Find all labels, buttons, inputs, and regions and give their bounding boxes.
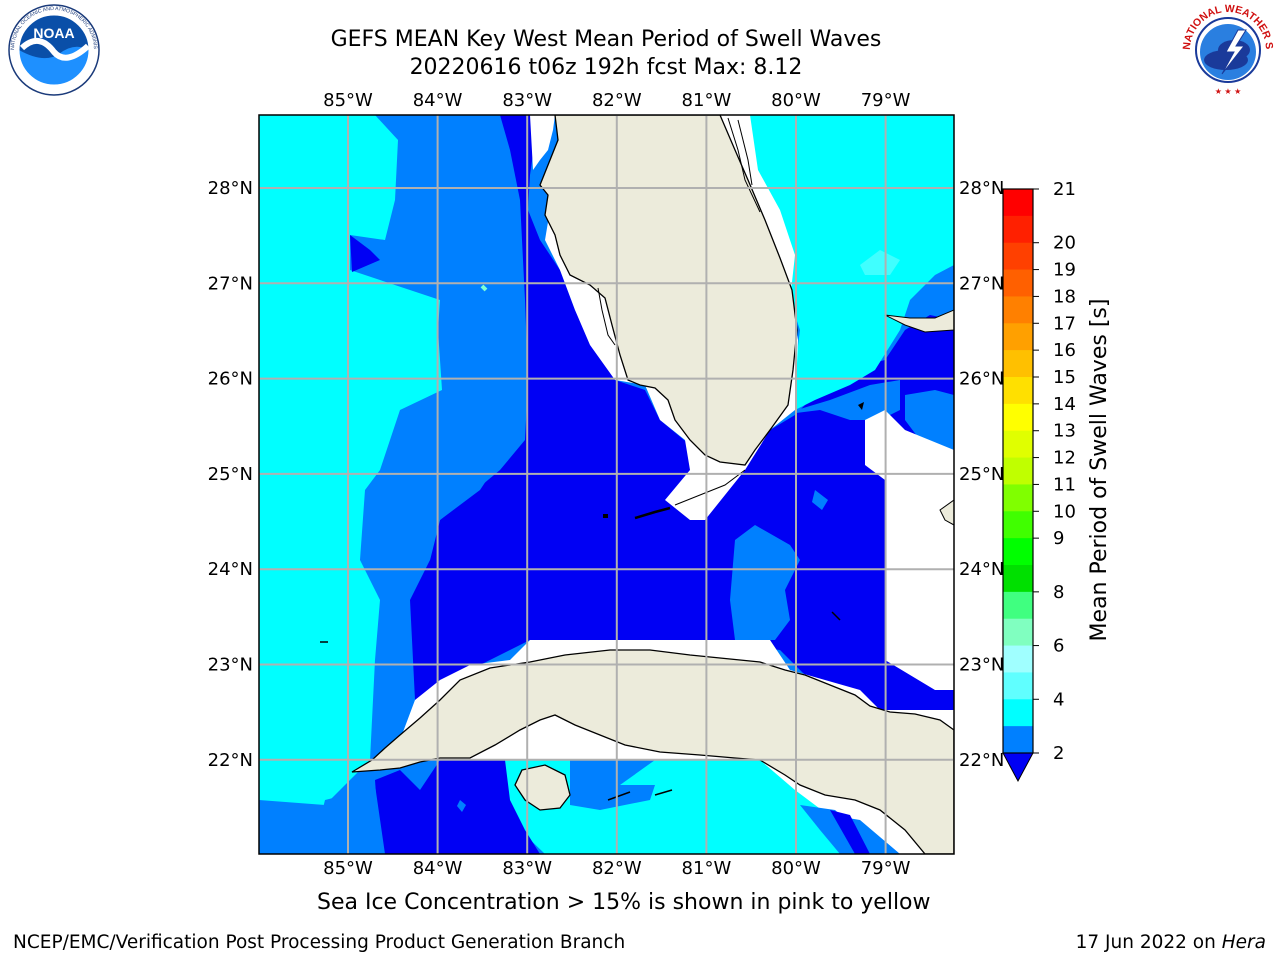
colorbar-segment [1003, 403, 1033, 432]
map-frame [258, 114, 955, 855]
land-cuba [351, 649, 954, 854]
lat-tick-label: 23°N [208, 655, 253, 676]
svg-text:★ ★ ★: ★ ★ ★ [1215, 87, 1242, 96]
colorbar-tick-label: 21 [1053, 179, 1076, 200]
colorbar-segment [1003, 457, 1033, 485]
lat-tick-label: 25°N [208, 464, 253, 485]
colorbar-tick-label: 20 [1053, 233, 1076, 254]
lat-tick-label: 24°N [208, 559, 253, 580]
colorbar-tick-label: 17 [1053, 313, 1076, 334]
colorbar: 21 20 19 18 17 16 15 14 13 12 11 10 9 8 6 4 2 [1002, 179, 1076, 783]
colorbar-segment [1003, 430, 1033, 459]
colorbar-tick-label: 2 [1053, 743, 1064, 764]
lon-tick-label: 84°W [413, 858, 463, 879]
colorbar-tick-label: 19 [1053, 260, 1076, 281]
colorbar-segment [1003, 323, 1033, 351]
colorbar-tick-label: 11 [1053, 474, 1076, 495]
colorbar-tick-label: 9 [1053, 528, 1064, 549]
colorbar-segment [1003, 511, 1033, 539]
land-florida [539, 115, 798, 466]
lat-tick-label: 26°N [959, 369, 1004, 390]
lon-labels-top: 85°W 84°W 83°W 82°W 81°W 80°W 79°W [323, 90, 911, 111]
colorbar-segment [1003, 538, 1033, 566]
lon-tick-label: 82°W [592, 90, 642, 111]
colorbar-tick-label: 15 [1053, 367, 1076, 388]
colorbar-tick-label: 10 [1053, 501, 1076, 522]
land-isle-of-youth [514, 764, 571, 811]
colorbar-segment [1003, 618, 1033, 647]
map-plot-area [259, 115, 954, 854]
lat-tick-label: 22°N [959, 750, 1004, 771]
lon-tick-label: 83°W [502, 858, 552, 879]
colorbar-segment [1003, 350, 1033, 378]
lat-tick-label: 28°N [208, 178, 253, 199]
noaa-logo: NOAA NATIONAL OCEANIC AND ATMOSPHERIC AD… [4, 2, 100, 96]
footer-date: 17 Jun 2022 on Hera [1076, 932, 1266, 953]
chart-subtitle: 20220616 t06z 192h fcst Max: 8.12 [409, 55, 803, 80]
lon-tick-label: 79°W [861, 858, 911, 879]
lat-tick-label: 24°N [959, 559, 1004, 580]
colorbar-extend-triangle [1002, 752, 1034, 783]
colorbar-segment [1003, 591, 1033, 620]
footer-branch: NCEP/EMC/Verification Post Processing Pr… [13, 932, 626, 953]
colorbar-tick-label: 14 [1053, 394, 1076, 415]
colorbar-segment [1003, 189, 1033, 217]
lon-tick-label: 81°W [682, 858, 732, 879]
lat-labels-left: 28°N 27°N 26°N 25°N 24°N 23°N 22°N [208, 178, 253, 771]
colorbar-segment [1003, 565, 1033, 593]
lon-tick-label: 80°W [771, 90, 821, 111]
lat-tick-label: 26°N [208, 369, 253, 390]
colorbar-tick-label: 4 [1053, 689, 1064, 710]
lon-tick-label: 79°W [861, 90, 911, 111]
colorbar-segment [1003, 699, 1033, 727]
lon-tick-label: 85°W [323, 858, 373, 879]
colorbar-tick-label: 18 [1053, 286, 1076, 307]
chart-title: GEFS MEAN Key West Mean Period of Swell … [330, 27, 882, 52]
lon-tick-label: 80°W [771, 858, 821, 879]
noaa-logo-text: NOAA [33, 25, 74, 41]
colorbar-segment [1003, 672, 1033, 700]
colorbar-tick-label: 8 [1053, 582, 1064, 603]
lon-tick-label: 85°W [323, 90, 373, 111]
nws-logo: NATIONAL WEATHER SERVICE ★ ★ ★ [1178, 0, 1275, 97]
lon-labels-bottom: 85°W 84°W 83°W 82°W 81°W 80°W 79°W [323, 858, 911, 879]
footer-date-text: 17 Jun 2022 on [1075, 932, 1222, 953]
colorbar-segment [1003, 296, 1033, 324]
colorbar-segment [1003, 484, 1033, 512]
lat-tick-label: 27°N [959, 273, 1004, 294]
colorbar-segment [1003, 726, 1033, 754]
map-gridlines [259, 115, 954, 854]
colorbar-segment [1003, 377, 1033, 405]
lon-tick-label: 84°W [413, 90, 463, 111]
colorbar-frame [1002, 188, 1034, 754]
colorbar-segment [1003, 269, 1033, 297]
lat-tick-label: 22°N [208, 750, 253, 771]
lat-labels-right: 28°N 27°N 26°N 25°N 24°N 23°N 22°N [959, 178, 1004, 771]
colorbar-label: Mean Period of Swell Waves [s] [1087, 299, 1112, 642]
footer-host: Hera [1221, 932, 1266, 953]
lat-tick-label: 23°N [959, 655, 1004, 676]
lat-tick-label: 25°N [959, 464, 1004, 485]
colorbar-segment [1003, 645, 1033, 673]
colorbar-segment [1003, 242, 1033, 271]
colorbar-segment [1003, 215, 1033, 244]
colorbar-tick-label: 13 [1053, 421, 1076, 442]
lat-tick-label: 27°N [208, 273, 253, 294]
swell-period-field-6-8-west [259, 115, 442, 805]
lon-tick-label: 82°W [592, 858, 642, 879]
sea-ice-caption: Sea Ice Concentration > 15% is shown in … [317, 890, 931, 915]
lat-tick-label: 28°N [959, 178, 1004, 199]
lon-tick-label: 81°W [682, 90, 732, 111]
colorbar-tick-label: 16 [1053, 340, 1076, 361]
colorbar-tick-label: 12 [1053, 448, 1076, 469]
colorbar-tick-label: 6 [1053, 636, 1064, 657]
lon-tick-label: 83°W [502, 90, 552, 111]
